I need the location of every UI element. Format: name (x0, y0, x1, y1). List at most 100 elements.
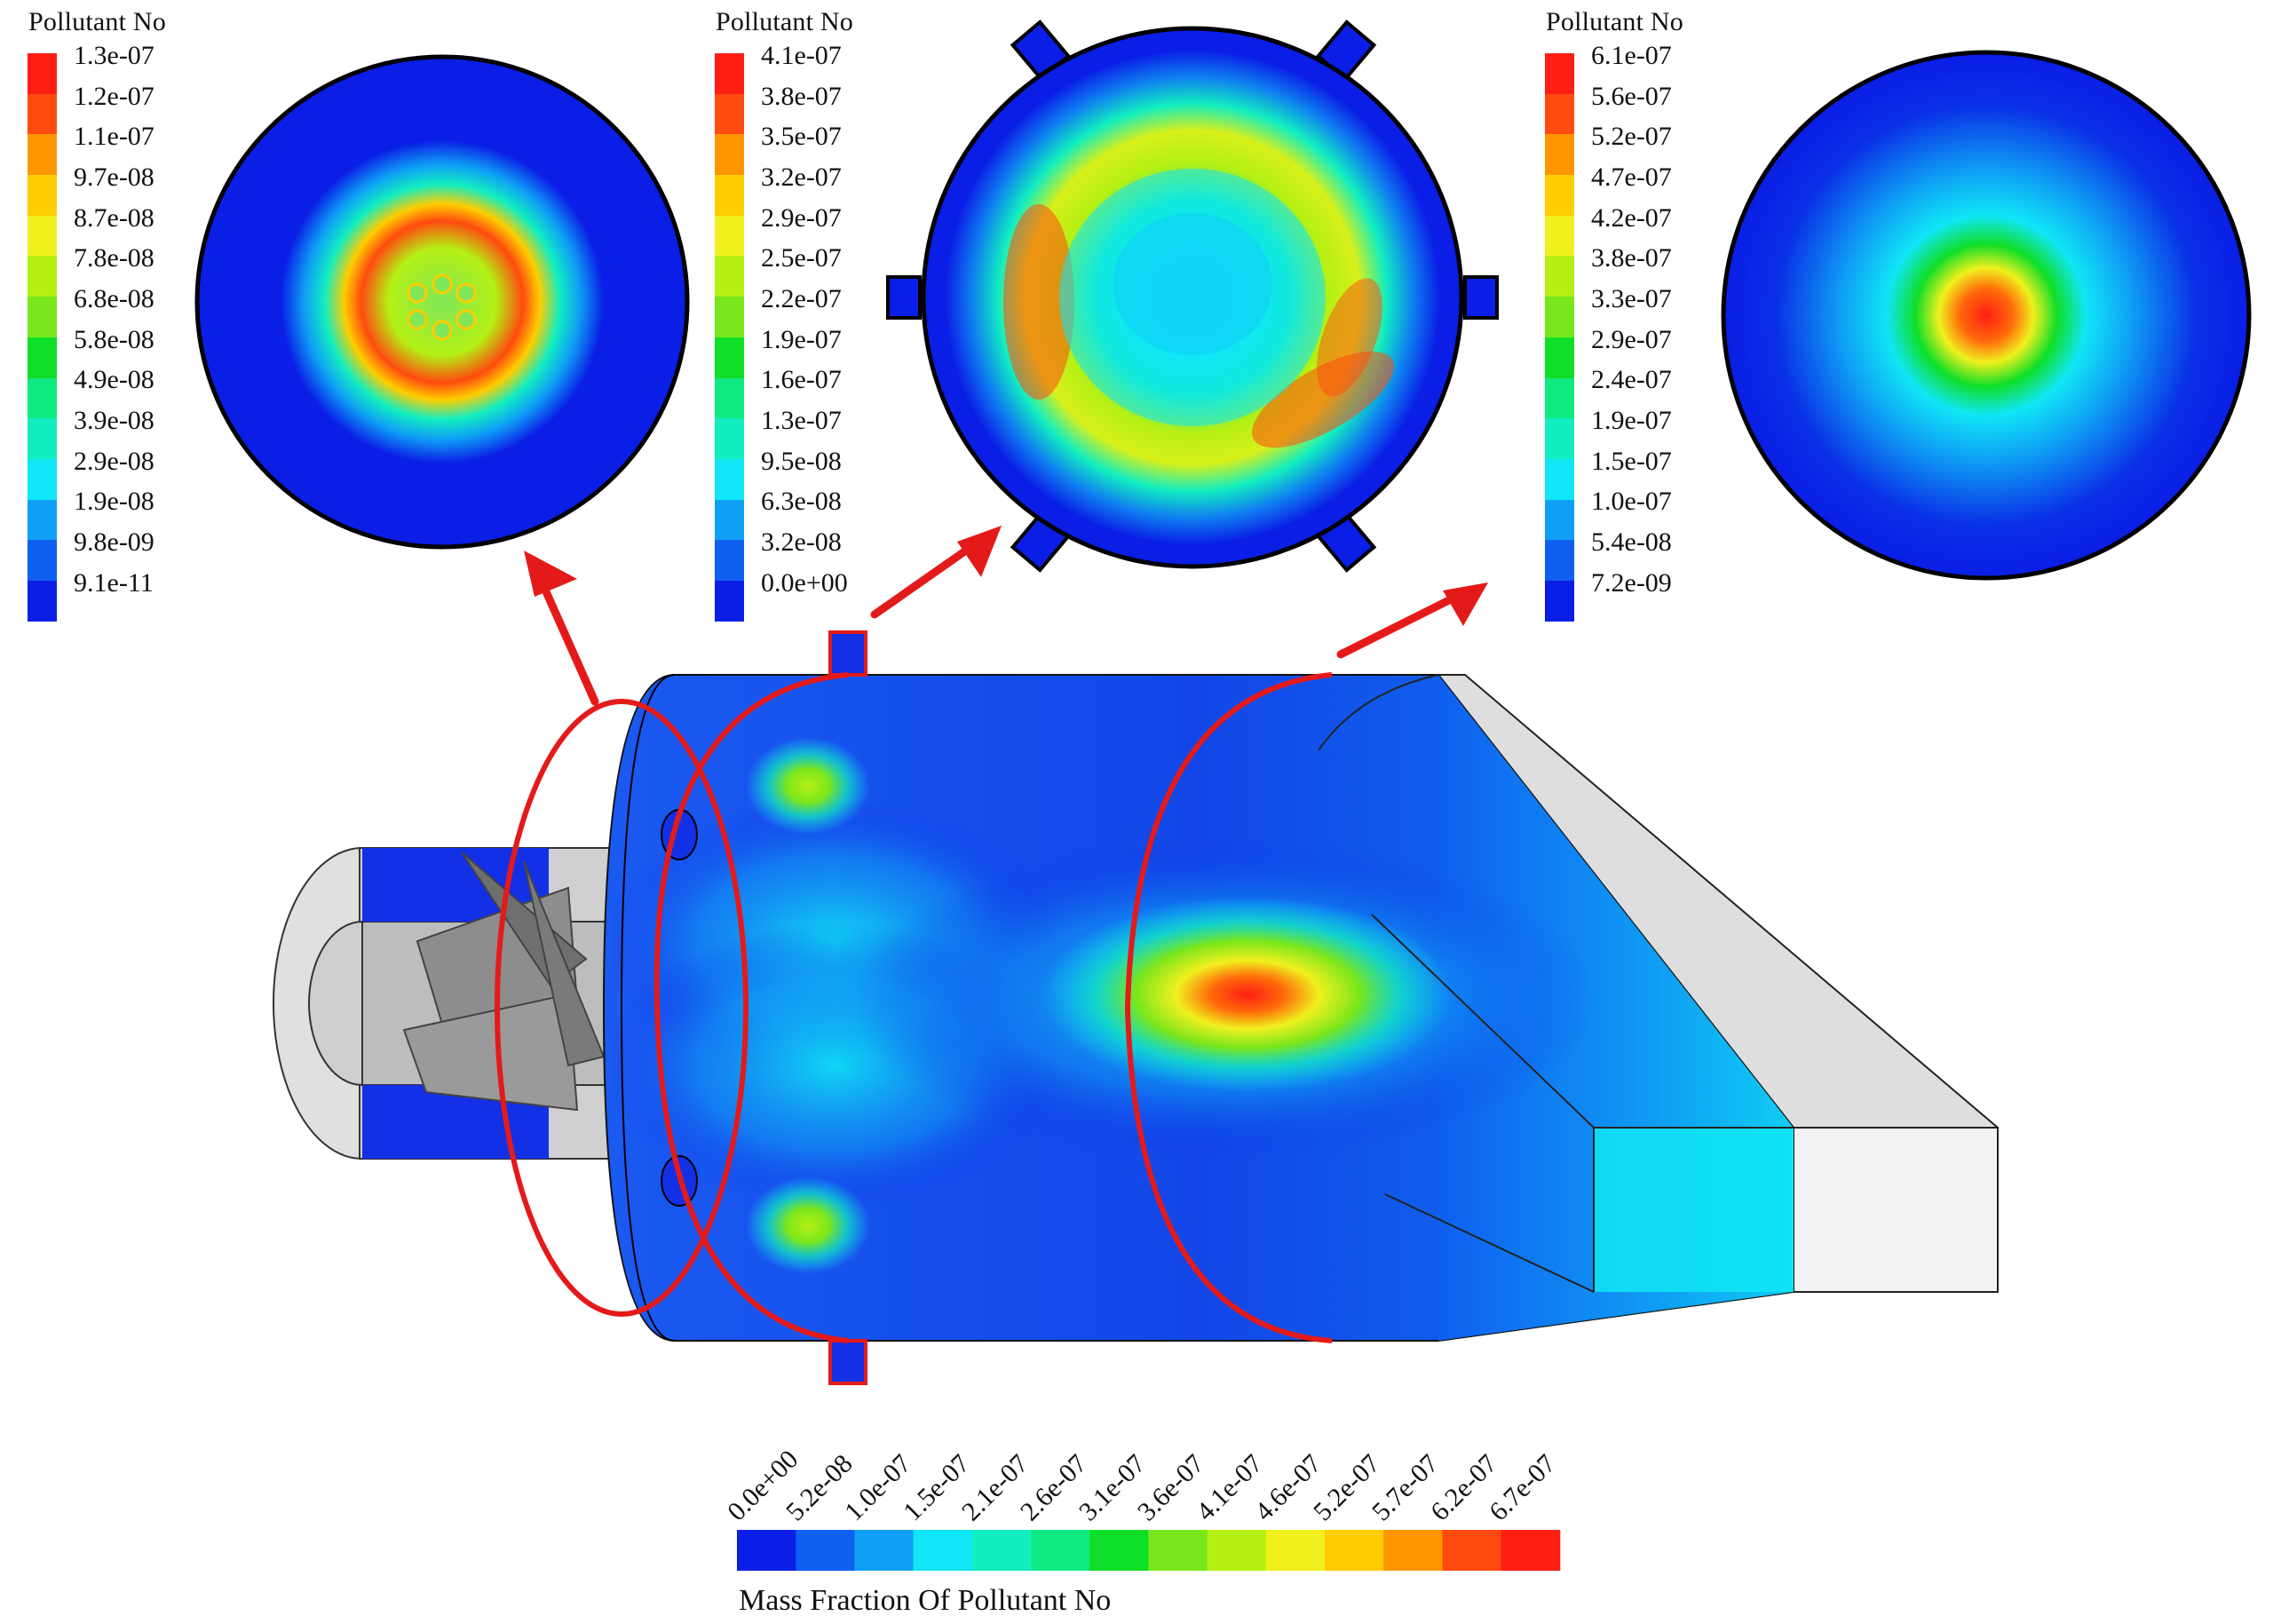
tick-label: 3.8e-07 (761, 82, 842, 111)
colorbar-swatch (1545, 458, 1574, 500)
colorbar-swatch (1545, 256, 1574, 297)
bottom-colorbar-title: Mass Fraction Of Pollutant No (739, 1584, 1112, 1617)
colorbar-swatch (715, 297, 744, 337)
tick-label: 3.2e-08 (761, 527, 842, 557)
tick-label: 4.1e-07 (761, 41, 842, 70)
colorbar-swatch (715, 93, 744, 135)
section-rings (495, 672, 1333, 1343)
colorbar-swatch (28, 580, 57, 622)
colorbar-swatch (715, 256, 744, 297)
colorbar-swatch (1148, 1530, 1208, 1571)
cross-section-disc-3 (1721, 50, 2252, 581)
tick-label: 1.3e-07 (761, 406, 842, 435)
tick-label: 9.5e-08 (761, 447, 842, 476)
colorbar-swatch (28, 499, 57, 541)
colorbar-right-swatches (1545, 53, 1574, 622)
colorbar-swatch (28, 256, 57, 297)
tick-label: 3.9e-08 (74, 406, 154, 435)
colorbar-swatch (28, 134, 57, 176)
colorbar-swatch (715, 215, 744, 257)
tick-label: 1.9e-08 (74, 487, 154, 516)
tick-label: 3.5e-07 (761, 122, 842, 151)
tick-label: 7.8e-08 (74, 243, 154, 273)
colorbar-swatch (1545, 297, 1574, 337)
tick-label: 4.7e-07 (1591, 162, 1672, 192)
colorbar-swatch (1265, 1530, 1326, 1571)
tick-label: 3.2e-07 (761, 162, 842, 192)
colorbar-swatch (1545, 53, 1574, 94)
tick-label: 1.2e-07 (74, 82, 154, 111)
colorbar-swatch (28, 418, 57, 459)
colorbar-swatch (1545, 175, 1574, 216)
colorbar-swatch (715, 580, 744, 622)
tick-label: 3.8e-07 (1591, 243, 1672, 273)
colorbar-swatch (737, 1530, 796, 1571)
tick-label: 2.9e-07 (761, 203, 842, 233)
colorbar-swatch (28, 175, 57, 216)
tick-label: 6.1e-07 (1591, 41, 1672, 70)
colorbar-swatch (28, 540, 57, 581)
colorbar-swatch (1545, 499, 1574, 541)
tick-label: 4.9e-08 (74, 365, 154, 394)
tick-label: 1.1e-07 (74, 122, 154, 151)
colorbar-swatch (715, 337, 744, 378)
colorbar-swatch (715, 458, 744, 500)
tick-label: 0.0e+00 (761, 568, 848, 598)
tick-label: 4.2e-07 (1591, 203, 1672, 233)
tick-label: 9.1e-11 (74, 568, 154, 598)
colorbar-swatch (1545, 337, 1574, 378)
colorbar-swatch (1545, 580, 1574, 622)
colorbar-swatch (1031, 1530, 1090, 1571)
colorbar-swatch (715, 499, 744, 541)
legend-title-middle: Pollutant No (716, 7, 853, 36)
tick-label: 9.7e-08 (74, 162, 154, 192)
tick-label: 2.9e-08 (74, 447, 154, 476)
colorbar-left-swatches (28, 53, 57, 622)
colorbar-swatch (913, 1530, 973, 1571)
colorbar-swatch (715, 418, 744, 459)
combustor-3d-model (273, 630, 1999, 1385)
legend-title-right: Pollutant No (1546, 7, 1683, 36)
cross-section-disc-2 (886, 20, 1499, 573)
tick-label: 1.5e-07 (1591, 447, 1672, 476)
colorbar-swatch (1325, 1530, 1384, 1571)
colorbar-swatch (715, 540, 744, 581)
section-arrows (524, 526, 1488, 706)
colorbar-swatch (854, 1530, 915, 1571)
arrow-icon (524, 551, 599, 706)
colorbar-swatch (1545, 418, 1574, 459)
tick-label: 5.2e-07 (1591, 122, 1672, 151)
colorbar-swatch (1442, 1530, 1502, 1571)
colorbar-swatch (1089, 1530, 1149, 1571)
hotspot (1043, 897, 1452, 1092)
tick-label: 8.7e-08 (74, 203, 154, 233)
colorbar-swatch (28, 458, 57, 500)
tick-label: 5.4e-08 (1591, 527, 1672, 557)
colorbar-swatch (28, 297, 57, 337)
tick-label: 6.3e-08 (761, 487, 842, 516)
colorbar-swatch (1383, 1530, 1443, 1571)
colorbar-swatch (28, 215, 57, 257)
tick-label: 1.6e-07 (761, 365, 842, 394)
colorbar-swatch (1501, 1530, 1561, 1571)
colorbar-middle-swatches (715, 53, 744, 622)
tick-label: 5.6e-07 (1591, 82, 1672, 111)
colorbar-swatch (1545, 540, 1574, 581)
tick-label: 1.0e-07 (1591, 487, 1672, 516)
tick-label: 3.3e-07 (1591, 284, 1672, 313)
bottom-colorbar (737, 1530, 1561, 1571)
colorbar-swatch (796, 1530, 855, 1571)
tick-label: 1.9e-07 (1591, 406, 1672, 435)
arrow-icon (870, 526, 1002, 619)
colorbar-swatch (1545, 215, 1574, 257)
swirler-vane-pattern (407, 273, 477, 341)
tick-label: 5.8e-08 (74, 325, 154, 354)
colorbar-swatch (1207, 1530, 1267, 1571)
colorbar-swatch (715, 377, 744, 419)
colorbar-swatch (715, 53, 744, 94)
tick-label: 2.4e-07 (1591, 365, 1672, 394)
colorbar-swatch (1545, 93, 1574, 135)
tick-label: 1.3e-07 (74, 41, 154, 70)
colorbar-swatch (1545, 134, 1574, 176)
